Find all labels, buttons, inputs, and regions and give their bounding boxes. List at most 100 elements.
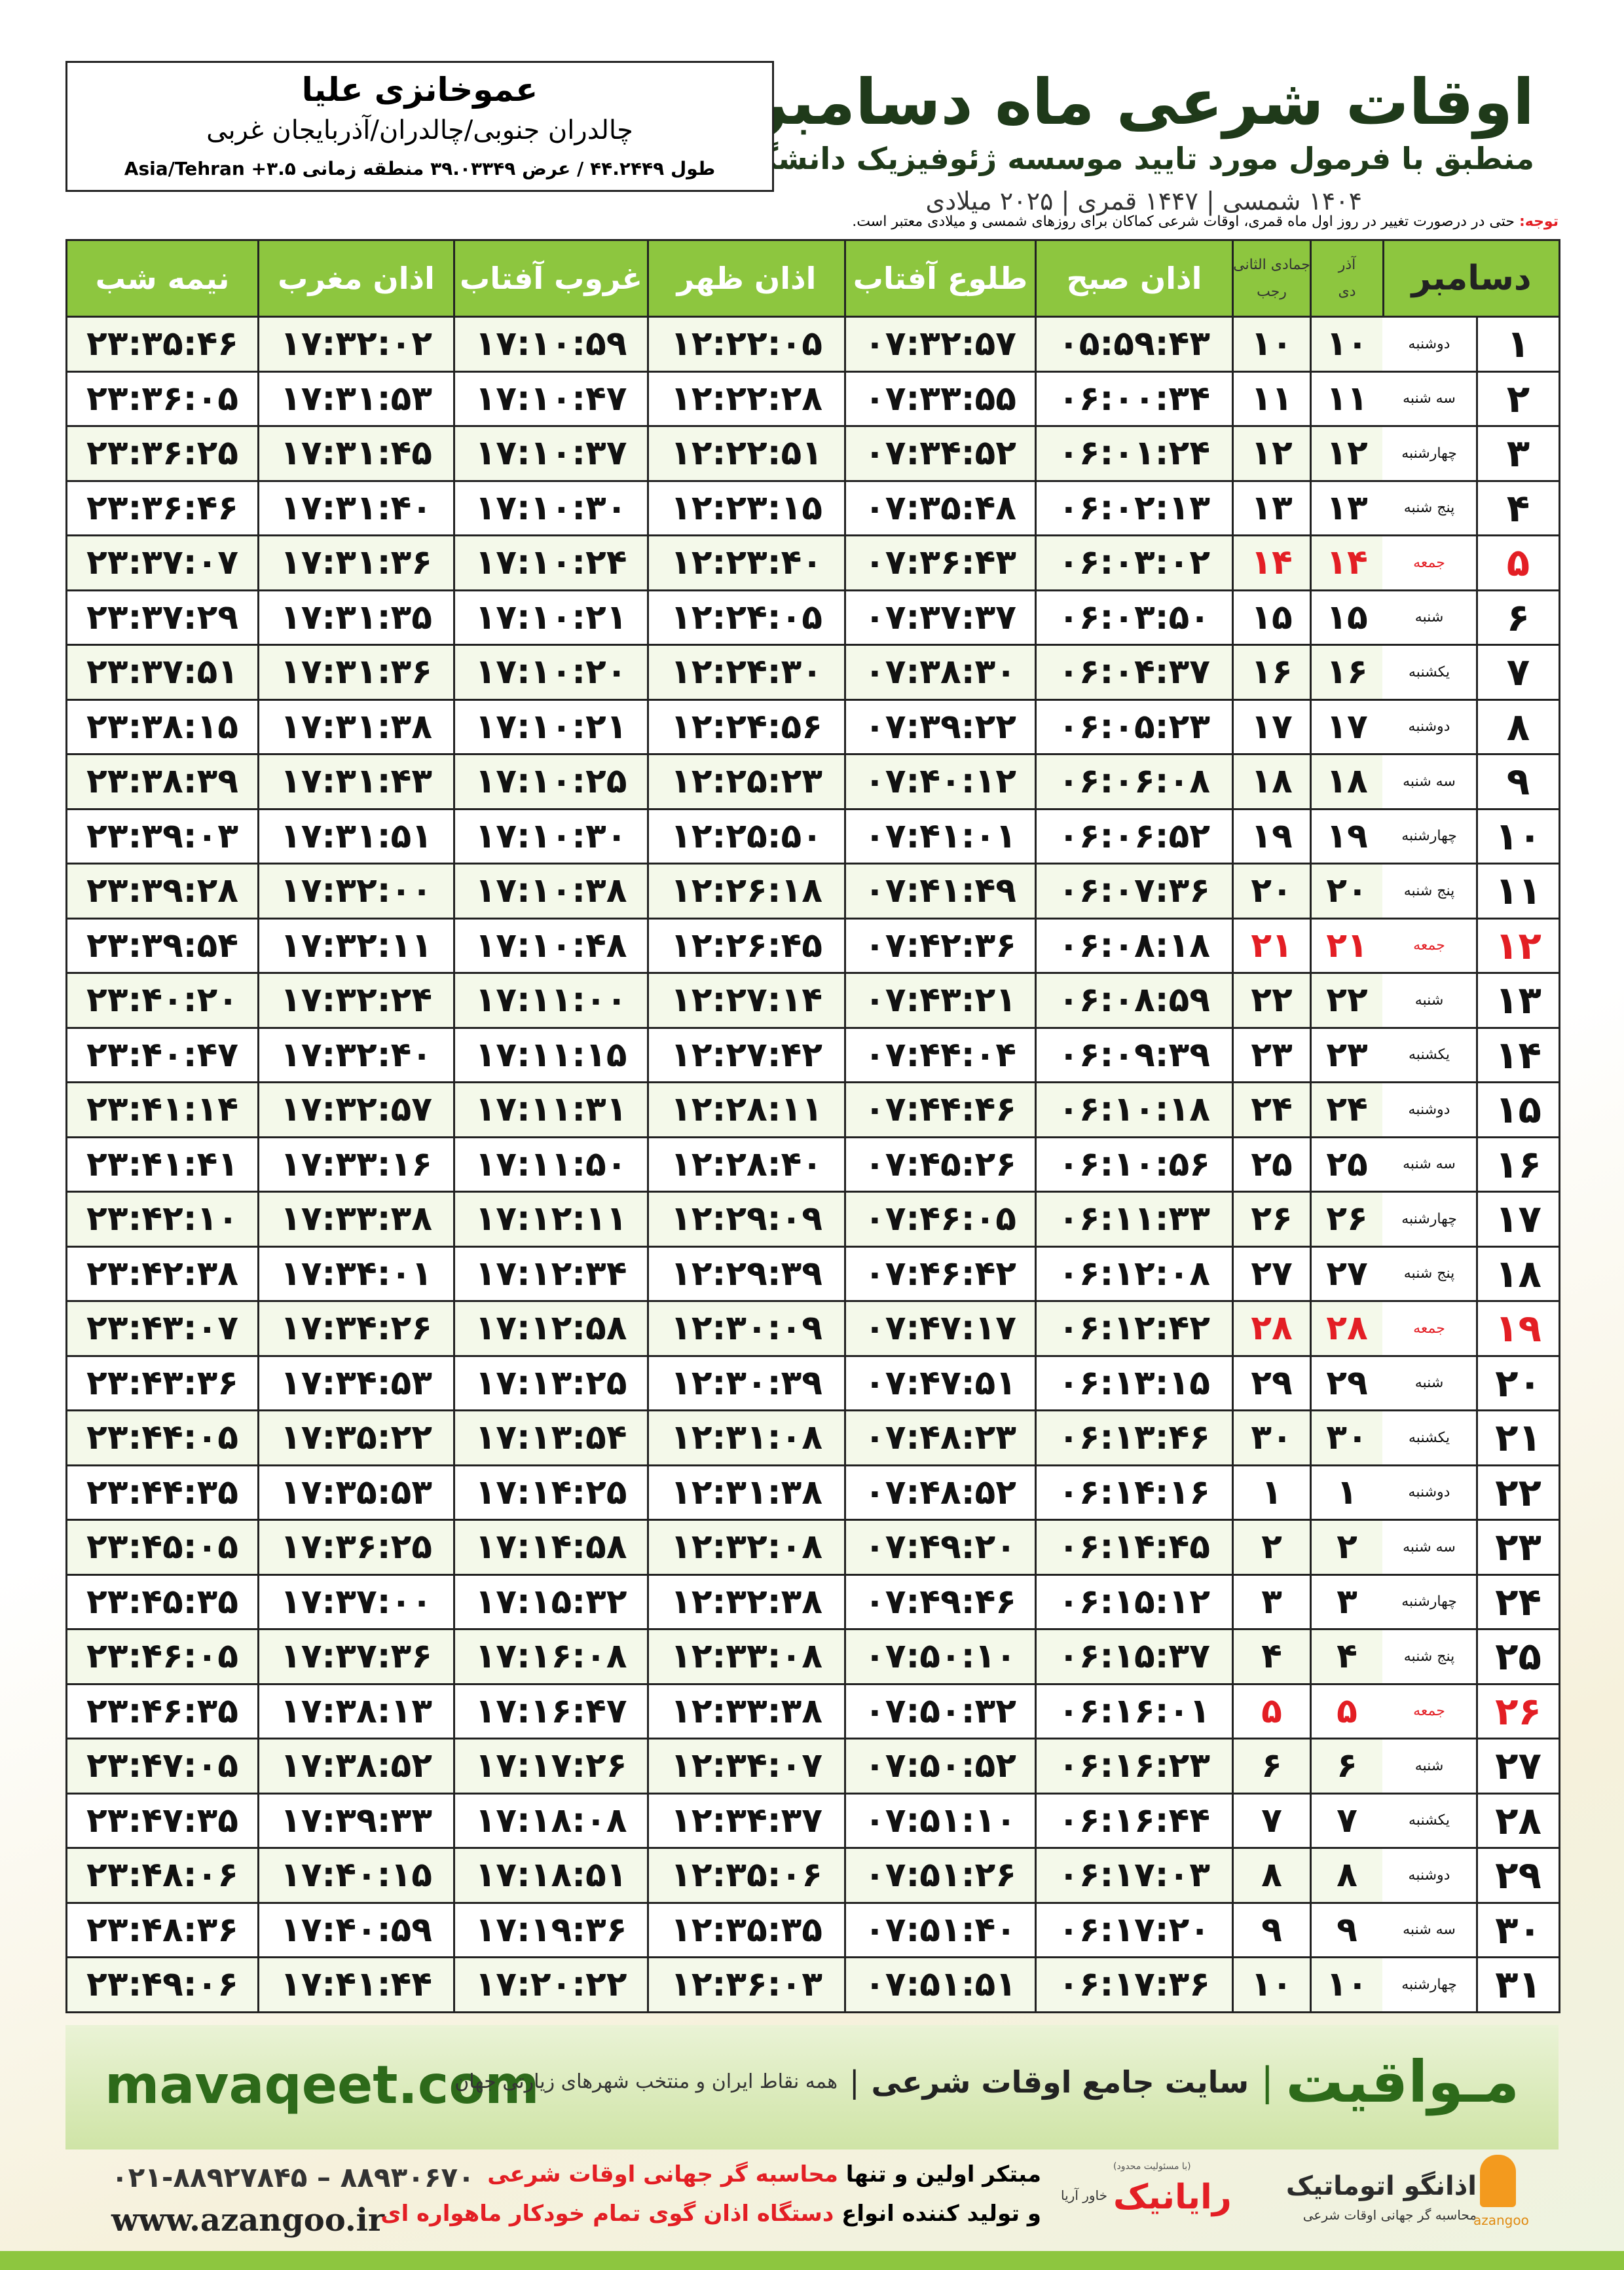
time: ۲۳:۴۴:۳۵	[65, 1466, 257, 1521]
rajab-day: ۲۰	[1232, 865, 1310, 920]
time: ۱۷:۳۱:۳۶	[257, 536, 453, 591]
time: ۲۳:۴۶:۳۵	[65, 1684, 257, 1740]
day: ۲۳	[1476, 1521, 1559, 1576]
rajab-day: ۱۰	[1232, 318, 1310, 373]
day: ۳	[1476, 427, 1559, 482]
time: ۰۷:۴۹:۴۶	[844, 1575, 1035, 1630]
dey-day: ۱۴	[1310, 536, 1382, 591]
weekday: جمعه	[1382, 1302, 1476, 1357]
time: ۰۶:۰۷:۳۶	[1035, 865, 1232, 920]
time: ۲۳:۳۹:۲۸	[65, 865, 257, 920]
weekday: دوشنبه	[1382, 700, 1476, 755]
note-label: توجه:	[1519, 214, 1559, 230]
time: ۱۷:۱۲:۵۸	[453, 1302, 647, 1357]
footer-red: محاسبه گر جهانی اوقات شرعی	[487, 2161, 838, 2187]
header-dey-month: دی	[1338, 284, 1356, 300]
time: ۰۷:۳۵:۴۸	[844, 481, 1035, 536]
dey-day: ۱۲	[1310, 427, 1382, 482]
time: ۲۳:۴۸:۳۶	[65, 1903, 257, 1958]
time: ۱۷:۱۶:۴۷	[453, 1684, 647, 1740]
time: ۰۶:۱۷:۲۰	[1035, 1903, 1232, 1958]
weekday: جمعه	[1382, 1684, 1476, 1740]
rajab-day: ۲۶	[1232, 1193, 1310, 1248]
header-time: طلوع آفتاب	[844, 241, 1035, 318]
weekday: سه شنبه	[1382, 1903, 1476, 1958]
time: ۱۷:۳۴:۵۳	[257, 1356, 453, 1411]
time: ۰۶:۱۶:۲۳	[1035, 1740, 1232, 1795]
time: ۰۵:۵۹:۴۳	[1035, 318, 1232, 373]
time: ۱۷:۱۶:۰۸	[453, 1630, 647, 1685]
dey-day: ۱۹	[1310, 809, 1382, 865]
rajab-day: ۶	[1232, 1740, 1310, 1795]
rajab-day: ۸	[1232, 1849, 1310, 1904]
dey-day: ۲۳	[1310, 1028, 1382, 1083]
time: ۰۶:۱۲:۰۸	[1035, 1247, 1232, 1302]
time: ۱۷:۴۰:۵۹	[257, 1903, 453, 1958]
time: ۰۶:۱۷:۰۳	[1035, 1849, 1232, 1904]
header-time: نیمه شب	[65, 241, 257, 318]
time: ۰۶:۰۳:۰۲	[1035, 536, 1232, 591]
dey-day: ۱۱	[1310, 372, 1382, 427]
time: ۱۷:۱۴:۵۸	[453, 1521, 647, 1576]
time: ۱۷:۳۱:۳۶	[257, 646, 453, 701]
time: ۰۷:۴۵:۲۶	[844, 1138, 1035, 1193]
time: ۰۷:۴۳:۲۱	[844, 974, 1035, 1029]
time: ۱۷:۱۱:۱۵	[453, 1028, 647, 1083]
time: ۱۷:۳۶:۲۵	[257, 1521, 453, 1576]
time: ۱۷:۳۲:۵۷	[257, 1083, 453, 1138]
time: ۱۲:۳۱:۳۸	[647, 1466, 844, 1521]
rajab-day: ۲۲	[1232, 974, 1310, 1029]
time: ۲۳:۳۵:۴۶	[65, 318, 257, 373]
dey-day: ۷	[1310, 1794, 1382, 1849]
time: ۰۷:۳۷:۳۷	[844, 591, 1035, 646]
time: ۰۷:۴۴:۴۶	[844, 1083, 1035, 1138]
dey-day: ۶	[1310, 1740, 1382, 1795]
day: ۱۲	[1476, 919, 1559, 974]
rajab-day: ۱۳	[1232, 481, 1310, 536]
dey-day: ۴	[1310, 1630, 1382, 1685]
dey-day: ۲۴	[1310, 1083, 1382, 1138]
rajab-day: ۱۸	[1232, 755, 1310, 810]
time: ۱۲:۲۳:۴۰	[647, 536, 844, 591]
dey-day: ۱	[1310, 1466, 1382, 1521]
time: ۱۷:۳۲:۱۱	[257, 919, 453, 974]
time: ۰۶:۰۹:۳۹	[1035, 1028, 1232, 1083]
footer-red: دستگاه اذان گوی تمام خودکار ماهواره ای	[380, 2201, 834, 2227]
day: ۲۶	[1476, 1684, 1559, 1740]
rajab-day: ۱۷	[1232, 700, 1310, 755]
time: ۱۲:۳۳:۰۸	[647, 1630, 844, 1685]
rajab-day: ۴	[1232, 1630, 1310, 1685]
time: ۱۷:۱۰:۳۰	[453, 481, 647, 536]
time: ۲۳:۴۸:۰۶	[65, 1849, 257, 1904]
header-time: غروب آفتاب	[453, 241, 647, 318]
time: ۰۷:۴۶:۰۵	[844, 1193, 1035, 1248]
day: ۱۹	[1476, 1302, 1559, 1357]
day: ۲۷	[1476, 1740, 1559, 1795]
header-rajab-month: رجب	[1257, 284, 1287, 300]
time: ۰۶:۰۴:۳۷	[1035, 646, 1232, 701]
time: ۱۲:۲۷:۴۲	[647, 1028, 844, 1083]
day: ۱۸	[1476, 1247, 1559, 1302]
time: ۱۷:۳۳:۱۶	[257, 1138, 453, 1193]
time: ۱۷:۱۲:۱۱	[453, 1193, 647, 1248]
dey-day: ۲۵	[1310, 1138, 1382, 1193]
time: ۱۷:۱۸:۵۱	[453, 1849, 647, 1904]
day: ۸	[1476, 700, 1559, 755]
time: ۰۶:۱۶:۰۱	[1035, 1684, 1232, 1740]
time: ۰۷:۴۶:۴۲	[844, 1247, 1035, 1302]
day: ۲۲	[1476, 1466, 1559, 1521]
dey-day: ۲	[1310, 1521, 1382, 1576]
time: ۱۲:۳۴:۰۷	[647, 1740, 844, 1795]
header-dey-prev: آذر	[1338, 257, 1356, 273]
logo2-en: azangoo	[1473, 2212, 1529, 2228]
dey-day: ۱۸	[1310, 755, 1382, 810]
time: ۰۷:۴۱:۴۹	[844, 865, 1035, 920]
time: ۰۶:۱۳:۱۵	[1035, 1356, 1232, 1411]
rajab-day: ۲۷	[1232, 1247, 1310, 1302]
time: ۰۶:۰۸:۵۹	[1035, 974, 1232, 1029]
day: ۱۷	[1476, 1193, 1559, 1248]
note-text: حتی در درصورت تغییر در روز اول ماه قمری،…	[852, 214, 1515, 230]
time: ۲۳:۴۵:۰۵	[65, 1521, 257, 1576]
rajab-day: ۳۰	[1232, 1411, 1310, 1466]
